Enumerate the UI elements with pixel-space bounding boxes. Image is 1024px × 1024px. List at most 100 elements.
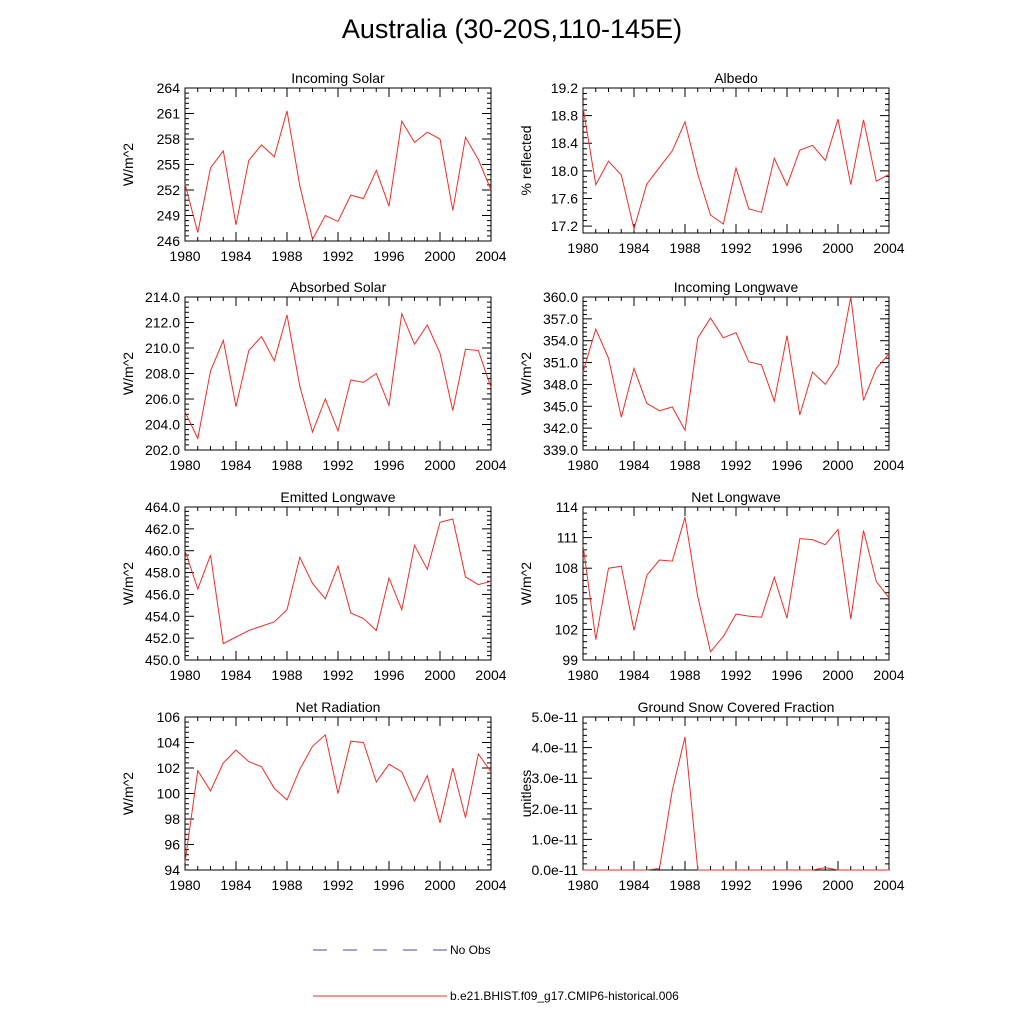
- y-tick-label: 360.0: [543, 289, 578, 305]
- x-tick-label: 1992: [720, 240, 751, 256]
- y-tick-label: 342.0: [543, 420, 578, 436]
- x-tick-label: 1988: [271, 877, 302, 893]
- y-tick-label: 357.0: [543, 311, 578, 327]
- y-tick-label: 249: [157, 208, 181, 224]
- x-tick-label: 1996: [373, 248, 404, 264]
- panel-title: Net Radiation: [296, 699, 381, 715]
- x-tick-label: 2000: [424, 877, 455, 893]
- series-line: [184, 110, 492, 241]
- y-tick-label: 96: [164, 837, 180, 853]
- x-tick-label: 1992: [322, 248, 353, 264]
- y-tick-label: 214.0: [145, 289, 180, 305]
- x-tick-label: 1988: [271, 667, 302, 683]
- y-tick-label: 111: [557, 530, 578, 546]
- panel-title: Emitted Longwave: [280, 489, 395, 505]
- y-tick-label: 454.0: [145, 608, 180, 624]
- plot-frame: [582, 87, 890, 234]
- series-line: [583, 736, 889, 871]
- chart-panel-4: Incoming Longwave W/m^2 339.0 342.0 345.0 348…: [518, 279, 905, 473]
- x-tick-label: 1984: [220, 877, 251, 893]
- y-tick-label: 104: [157, 735, 181, 751]
- y-tick-label: 94: [164, 862, 180, 878]
- series-line: [184, 518, 492, 645]
- x-tick-label: 2000: [424, 457, 455, 473]
- y-tick-label: 106: [157, 709, 181, 725]
- y-tick-label: 2.0e-11: [532, 801, 579, 817]
- y-tick-label: 452.0: [145, 630, 180, 646]
- y-tick-label: 351.0: [543, 355, 578, 371]
- panel-title: Net Longwave: [691, 489, 781, 505]
- x-tick-label: 1984: [618, 457, 649, 473]
- y-tick-label: 208.0: [145, 366, 180, 382]
- plot-frame: [582, 296, 890, 451]
- chart-panel-6: Net Longwave W/m^2 99 102 105 108 111 114 1980 19…: [518, 489, 905, 683]
- y-tick-label: 1.0e-11: [532, 831, 579, 847]
- y-tick-label: 99: [562, 652, 578, 668]
- chart-panel-3: Absorbed Solar W/m^2 202.0 204.0 206.0 208.0 2…: [120, 279, 507, 473]
- x-tick-label: 2004: [475, 667, 506, 683]
- y-tick-label: 255: [157, 157, 181, 173]
- y-tick-label: 258: [157, 131, 181, 147]
- x-tick-label: 1980: [567, 457, 598, 473]
- y-tick-label: 0.0e-11: [532, 862, 579, 878]
- panel-title: Incoming Longwave: [674, 279, 799, 295]
- x-tick-label: 2004: [475, 248, 506, 264]
- x-tick-label: 2004: [873, 877, 904, 893]
- x-tick-label: 1996: [771, 877, 802, 893]
- y-tick-label: 348.0: [543, 376, 578, 392]
- plot-frame: [184, 87, 492, 242]
- x-tick-label: 2004: [475, 457, 506, 473]
- panel-title: Albedo: [714, 70, 758, 86]
- series-line: [184, 311, 492, 441]
- x-tick-label: 2000: [822, 877, 853, 893]
- x-tick-label: 1996: [373, 877, 404, 893]
- y-tick-label: 5.0e-11: [532, 709, 579, 725]
- y-tick-label: 114: [556, 499, 579, 515]
- y-tick-label: 458.0: [145, 565, 180, 581]
- panel-title: Incoming Solar: [291, 70, 385, 86]
- y-tick-label: 100: [157, 786, 181, 802]
- panel-title: Absorbed Solar: [290, 279, 387, 295]
- y-axis-label: W/m^2: [518, 562, 534, 605]
- figure-title: Australia (30-20S,110-145E): [341, 14, 683, 44]
- x-tick-label: 1984: [220, 248, 251, 264]
- x-tick-label: 2004: [873, 240, 904, 256]
- legend-obs-label: No Obs: [450, 943, 491, 957]
- x-tick-label: 1980: [567, 240, 598, 256]
- x-tick-label: 1980: [169, 457, 200, 473]
- y-tick-label: 17.2: [551, 218, 578, 234]
- y-tick-label: 462.0: [145, 521, 180, 537]
- plot-frame: [582, 716, 890, 871]
- x-tick-label: 1988: [669, 240, 700, 256]
- y-tick-label: 4.0e-11: [532, 740, 579, 756]
- y-tick-label: 246: [157, 233, 181, 249]
- x-tick-label: 2004: [873, 457, 904, 473]
- plot-frame: [582, 506, 890, 661]
- chart-panel-1: Incoming Solar W/m^2 246 249 252 255 258 261 264…: [120, 70, 507, 264]
- plot-frame: [184, 506, 492, 661]
- x-tick-label: 1988: [669, 877, 700, 893]
- x-tick-label: 1980: [567, 667, 598, 683]
- x-tick-label: 1984: [618, 240, 649, 256]
- series-line: [582, 296, 890, 432]
- x-tick-label: 1984: [618, 667, 649, 683]
- y-tick-label: 206.0: [145, 391, 180, 407]
- y-tick-label: 354.0: [543, 333, 578, 349]
- x-tick-label: 1996: [771, 457, 802, 473]
- y-axis-label: W/m^2: [120, 143, 136, 186]
- y-tick-label: 102: [157, 760, 181, 776]
- y-tick-label: 450.0: [145, 652, 180, 668]
- x-tick-label: 1984: [618, 877, 649, 893]
- x-tick-label: 2000: [822, 240, 853, 256]
- x-tick-label: 2004: [873, 667, 904, 683]
- y-tick-label: 210.0: [145, 340, 180, 356]
- x-tick-label: 1992: [322, 457, 353, 473]
- x-tick-label: 1980: [169, 248, 200, 264]
- x-tick-label: 2000: [424, 667, 455, 683]
- legend-model-label: b.e21.BHIST.f09_g17.CMIP6-historical.006: [450, 989, 679, 1003]
- y-tick-label: 460.0: [145, 543, 180, 559]
- x-tick-label: 1980: [169, 877, 200, 893]
- x-tick-label: 1992: [322, 667, 353, 683]
- x-tick-label: 1984: [220, 457, 251, 473]
